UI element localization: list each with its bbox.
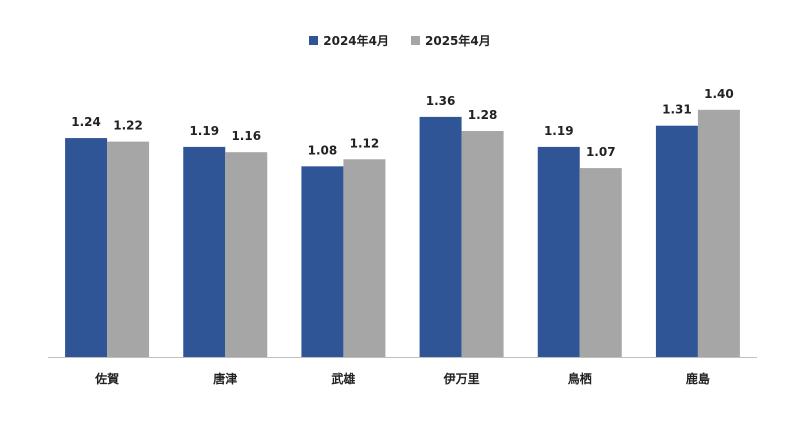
bar-s1-6 — [655, 125, 698, 357]
legend-swatch-2024 — [309, 36, 319, 45]
legend-item-2025: 2025年4月 — [411, 32, 491, 49]
data-label-s2-2: 1.16 — [231, 129, 261, 143]
data-label-s2-6: 1.40 — [704, 87, 734, 101]
category-label-1: 佐賀 — [94, 371, 119, 386]
category-label-4: 伊万里 — [443, 371, 480, 386]
bar-s2-3 — [343, 159, 386, 357]
legend-item-2024: 2024年4月 — [309, 32, 389, 49]
legend-label-2024: 2024年4月 — [323, 34, 389, 48]
data-label-s2-5: 1.07 — [586, 145, 616, 159]
bar-s1-2 — [183, 146, 226, 357]
data-label-s2-1: 1.22 — [113, 119, 143, 133]
data-label-s1-1: 1.24 — [71, 115, 101, 129]
bar-s1-1 — [65, 138, 108, 357]
data-label-s1-3: 1.08 — [308, 143, 338, 157]
data-label-s2-4: 1.28 — [468, 108, 498, 122]
legend: 2024年4月 2025年4月 — [0, 32, 800, 49]
category-label-5: 鳥栖 — [568, 371, 592, 386]
bar-s1-3 — [301, 166, 344, 357]
data-label-s1-2: 1.19 — [189, 124, 219, 138]
data-label-s1-4: 1.36 — [426, 94, 456, 108]
data-label-s1-5: 1.19 — [544, 124, 574, 138]
category-label-2: 唐津 — [213, 371, 237, 386]
legend-label-2025: 2025年4月 — [425, 34, 491, 48]
bar-s1-4 — [419, 116, 462, 358]
bar-s2-1 — [107, 141, 150, 357]
bar-s2-5 — [579, 168, 622, 357]
data-label-s1-6: 1.31 — [662, 103, 692, 117]
category-label-3: 武雄 — [331, 371, 355, 386]
bar-s2-2 — [225, 152, 268, 357]
category-label-6: 鹿島 — [686, 371, 710, 386]
bar-s1-5 — [537, 146, 580, 357]
bar-s2-6 — [697, 109, 740, 358]
data-label-s2-3: 1.12 — [350, 136, 380, 150]
legend-swatch-2025 — [411, 36, 420, 45]
bar-s2-4 — [461, 131, 504, 357]
